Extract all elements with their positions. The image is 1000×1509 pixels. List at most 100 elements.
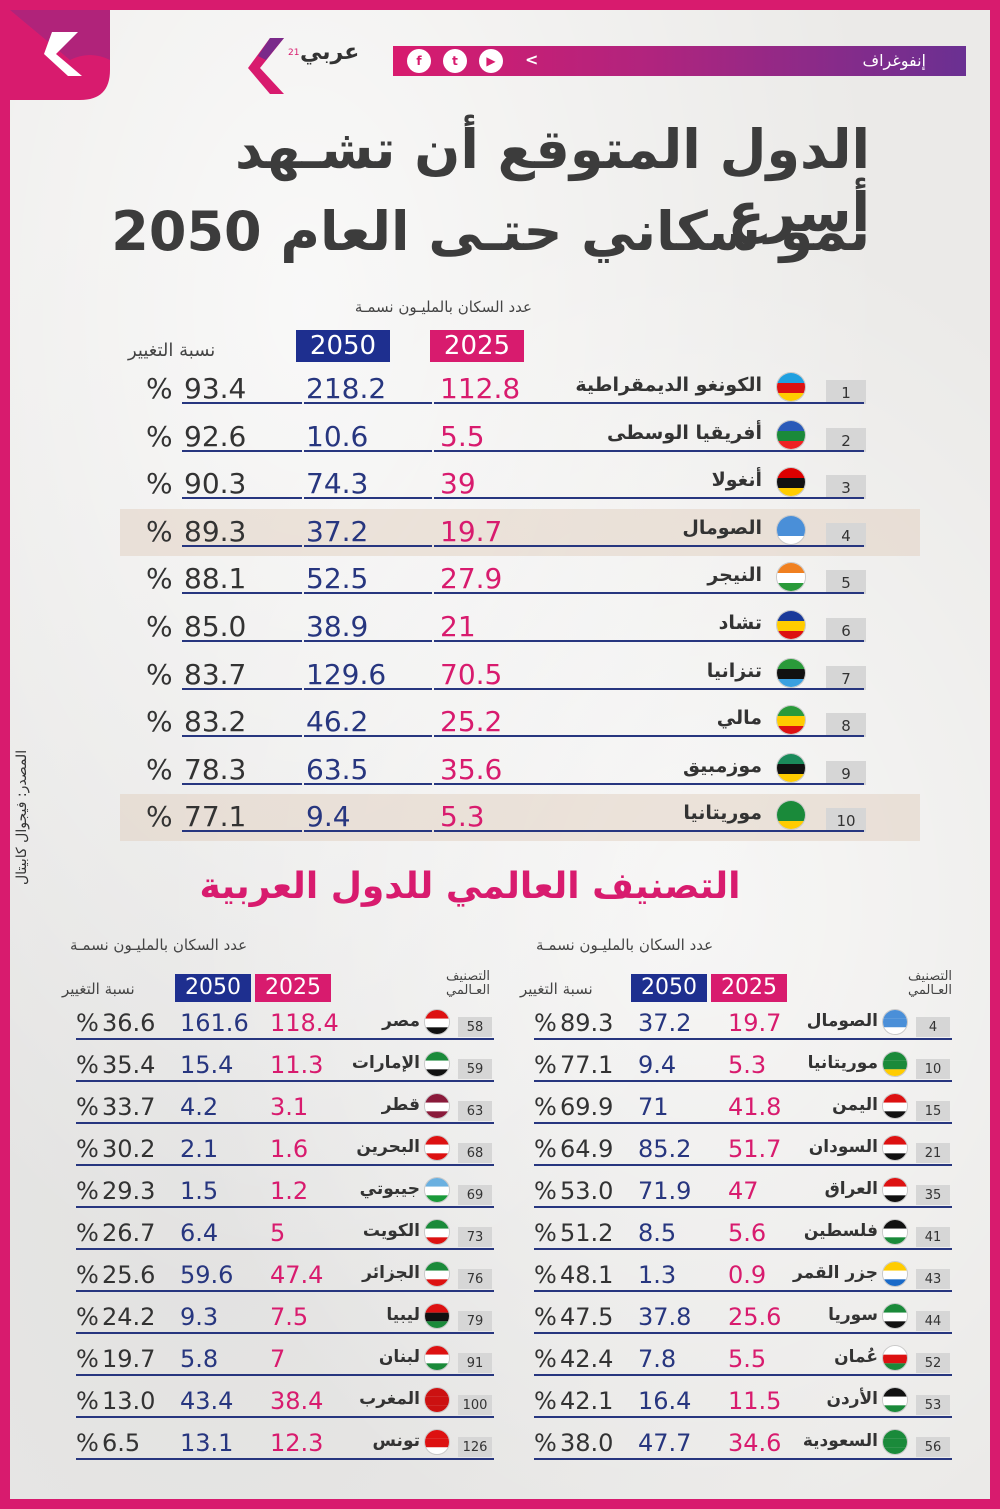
rank-label-line2: العـالمي [908,983,952,998]
rank-badge: 126 [458,1437,492,1457]
value-2025: 3.1 [270,1093,309,1121]
change-value: 25.6 [102,1261,156,1289]
change-value: 90.3 [184,467,247,500]
twitter-icon[interactable]: t [443,49,467,73]
percent-sign: % [146,705,173,738]
value-2025: 70.5 [440,658,503,691]
value-2025: 5.5 [728,1345,767,1373]
table-row: 8 مالي 25.2 46.2 83.2% [120,699,920,746]
change-value: 42.4 [560,1345,614,1373]
rank-badge: 21 [916,1143,950,1163]
row-underline [304,783,432,785]
row-underline [304,497,432,499]
rank-badge: 44 [916,1311,950,1331]
change-value: 35.4 [102,1051,156,1079]
row-underline [76,1332,494,1334]
facebook-icon[interactable]: f [407,49,431,73]
row-underline [434,783,864,785]
table-row: 43 جزر القمر 0.9 1.3 48.1% [534,1255,962,1297]
country-name: لبنان [378,1347,420,1367]
change-value: 77.1 [560,1051,614,1079]
table-row: 21 السودان 51.7 85.2 64.9% [534,1129,962,1171]
rank-badge: 73 [458,1227,492,1247]
rank-badge: 3 [826,475,866,499]
change-value: 69.9 [560,1093,614,1121]
value-2025: 47 [728,1177,759,1205]
brand-superscript: 21 [288,48,300,58]
percent-sign: % [146,562,173,595]
table-row: 100 المغرب 38.4 43.4 13.0% [76,1381,504,1423]
value-2025: 5.5 [440,420,485,453]
percent-sign: % [534,1387,557,1415]
arab-right-change-label: نسبة التغيير [520,980,593,998]
row-underline [182,402,302,404]
percent-sign: % [76,1135,99,1163]
row-underline [182,450,302,452]
change-value: 83.7 [184,658,247,691]
arrow-icon: < [525,50,539,69]
country-name: الإمارات [351,1053,420,1073]
row-underline [76,1122,494,1124]
percent-sign: % [534,1009,557,1037]
row-underline [182,545,302,547]
flag-icon [882,1135,908,1161]
country-name: موريتانيا [683,802,762,824]
table-row: 1 الكونغو الديمقراطية 112.8 218.2 93.4% [120,366,920,413]
flag-icon [776,420,806,450]
rank-badge: 35 [916,1185,950,1205]
country-name: جزر القمر [793,1263,878,1283]
change-value: 6.5 [102,1429,141,1457]
percent-sign: % [76,1303,99,1331]
youtube-icon[interactable]: ▶ [479,49,503,73]
arab-right-rank-label: التصنيف العـالمي [902,970,958,998]
value-2025: 35.6 [440,753,503,786]
change-value: 89.3 [560,1009,614,1037]
value-2025: 47.4 [270,1261,324,1289]
flag-icon [882,1093,908,1119]
rank-badge: 63 [458,1101,492,1121]
flag-icon [424,1261,450,1287]
table-row: 10 موريتانيا 5.3 9.4 77.1% [534,1045,962,1087]
row-underline [76,1038,494,1040]
row-underline [534,1290,952,1292]
country-name: موريتانيا [807,1053,878,1073]
country-name: العراق [824,1179,878,1199]
row-underline [76,1416,494,1418]
value-2050: 1.5 [180,1177,219,1205]
flag-icon [776,753,806,783]
main-change-label: نسبة التغيير [128,340,216,361]
country-name: اليمن [832,1095,878,1115]
rank-badge: 59 [458,1059,492,1079]
row-underline [304,545,432,547]
table-row: 15 اليمن 41.8 71 69.9% [534,1087,962,1129]
table-row: 7 تنزانيا 70.5 129.6 83.7% [120,652,920,699]
value-2025: 11.3 [270,1051,324,1079]
value-2050: 7.8 [638,1345,677,1373]
row-underline [182,497,302,499]
country-name: النيجر [707,564,762,586]
country-name: أفريقيا الوسطى [606,422,762,444]
main-year-2050: 2050 [296,330,390,362]
flag-icon [424,1429,450,1455]
table-row: 9 موزمبيق 35.6 63.5 78.3% [120,747,920,794]
change-value: 78.3 [184,753,247,786]
percent-sign: % [534,1429,557,1457]
flag-icon [424,1177,450,1203]
country-name: البحرين [356,1137,420,1157]
infograph-label: إنفوغراف [862,51,926,70]
value-2050: 161.6 [180,1009,249,1037]
main-year-2025: 2025 [430,330,524,362]
flag-icon [882,1219,908,1245]
rank-label-line2: العـالمي [446,983,490,998]
value-2050: 9.4 [638,1051,677,1079]
row-underline [534,1458,952,1460]
percent-sign: % [76,1051,99,1079]
row-underline [76,1374,494,1376]
row-underline [182,592,302,594]
value-2050: 9.4 [306,800,351,833]
table-row: 41 فلسطين 5.6 8.5 51.2% [534,1213,962,1255]
value-2050: 218.2 [306,372,387,405]
table-row: 76 الجزائر 47.4 59.6 25.6% [76,1255,504,1297]
value-2050: 6.4 [180,1219,219,1247]
value-2025: 11.5 [728,1387,782,1415]
